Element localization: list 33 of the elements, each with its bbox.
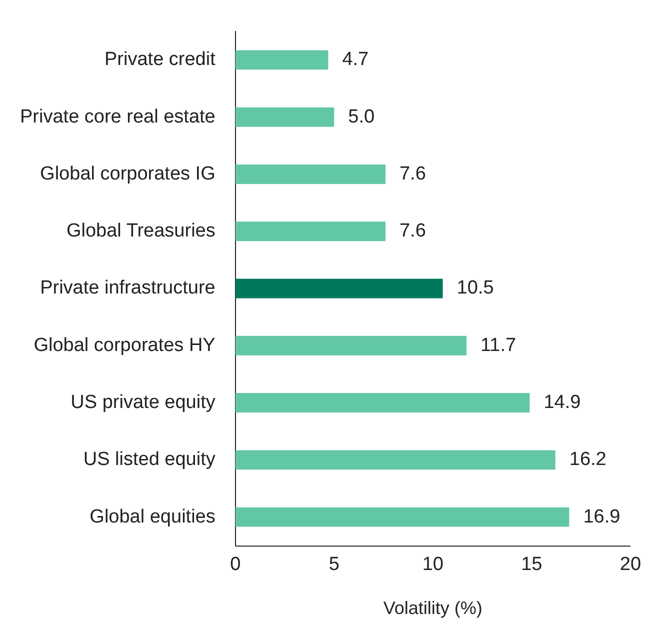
bar [235,222,386,242]
bar [235,164,386,184]
data-label: 5.0 [348,106,375,128]
x-tick-label: 0 [230,554,241,576]
y-tick-label: Global equities [90,506,216,528]
y-tick-label: Global corporates HY [34,334,216,356]
x-tick-label: 15 [521,554,542,576]
y-tick-label: Global Treasuries [66,220,216,242]
x-axis-title: Volatility (%) [383,598,482,618]
bar [235,450,556,470]
y-tick-label: Global corporates IG [40,163,216,184]
y-tick-label: Private infrastructure [40,278,216,299]
y-tick-label: Private core real estate [20,106,216,128]
bar [235,278,443,298]
x-tick-label: 5 [328,554,340,576]
data-label: 7.6 [399,220,426,242]
bar [235,336,466,356]
bar [235,507,570,527]
data-label: 16.2 [569,449,606,470]
y-tick-label: US listed equity [83,449,216,470]
y-tick-label: US private equity [70,392,216,413]
data-label: 16.9 [583,506,620,528]
data-label: 4.7 [342,49,369,70]
data-label: 7.6 [399,163,426,184]
data-label: 11.7 [480,334,516,356]
x-tick-label: 20 [620,554,642,576]
x-tick-label: 10 [422,554,444,576]
data-label: 14.9 [544,392,581,413]
bar [235,393,530,412]
y-tick-label: Private credit [104,49,216,70]
bar [235,50,328,70]
data-label: 10.5 [456,278,494,299]
bar [235,107,334,127]
